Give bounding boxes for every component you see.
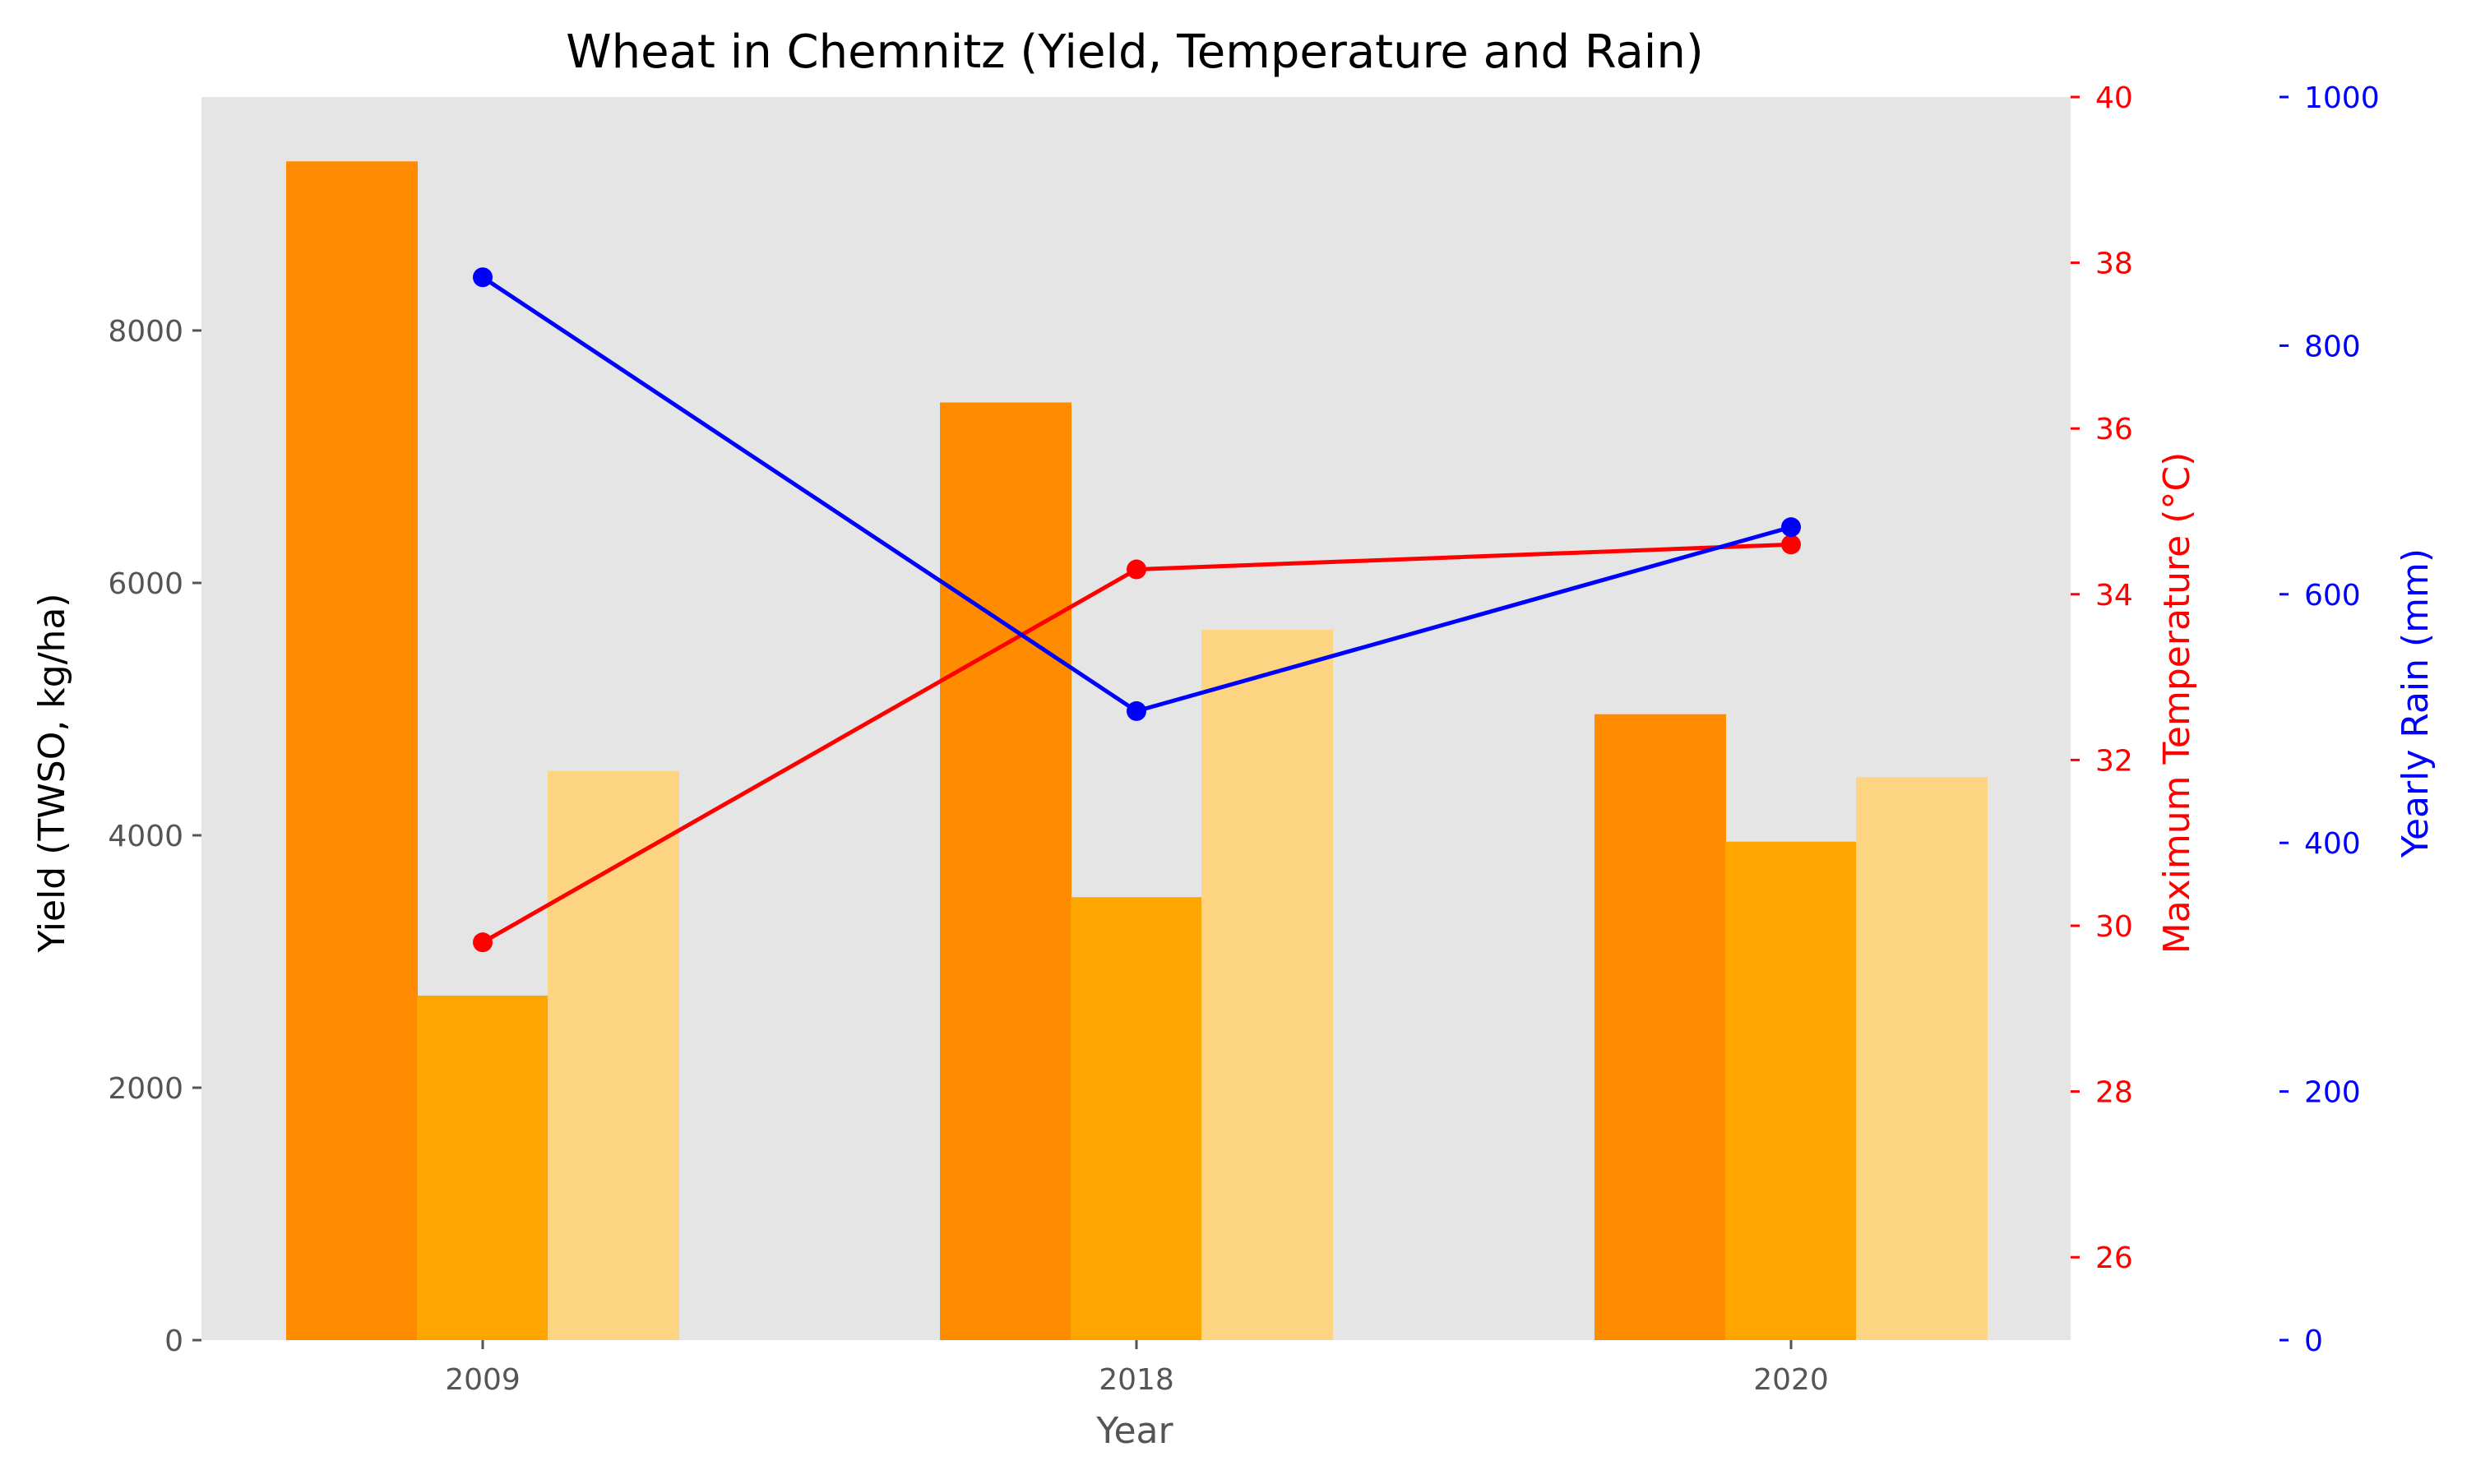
rain-tick-label: 800 — [2304, 330, 2361, 363]
x-tick-label: 2018 — [1099, 1363, 1174, 1397]
bar-2018-s3 — [1201, 629, 1333, 1340]
rain-tick-label: 400 — [2304, 827, 2361, 861]
temperature-tick-label: 34 — [2095, 579, 2133, 613]
bar-2009-s2 — [417, 995, 548, 1340]
temperature-tick-label: 30 — [2095, 910, 2133, 944]
x-tick-label: 2009 — [445, 1363, 521, 1397]
bar-2009-s3 — [548, 770, 679, 1340]
rain-tick-label: 200 — [2304, 1076, 2361, 1110]
temperature-tick-label: 36 — [2095, 413, 2133, 446]
temperature-tick-label: 32 — [2095, 744, 2133, 778]
temperature-tick-label: 38 — [2095, 247, 2133, 281]
bar-2020-s1 — [1595, 714, 1726, 1340]
temperature-point-2020 — [1781, 534, 1801, 555]
rain-tick-label: 1000 — [2304, 81, 2380, 115]
yield-axis-label: Yield (TWSO, kg/ha) — [31, 593, 73, 953]
rain-point-2018 — [1127, 700, 1146, 721]
bar-2020-s3 — [1856, 777, 1988, 1340]
rain-tick-label: 600 — [2304, 579, 2361, 613]
yield-tick-label: 6000 — [108, 567, 183, 601]
temperature-point-2018 — [1127, 559, 1146, 580]
rain-point-2020 — [1781, 517, 1801, 538]
axes-group: 2009 2018 20200200040006000800026283032343… — [108, 81, 2379, 1397]
temperature-tick-label: 26 — [2095, 1241, 2133, 1275]
rain-point-2009 — [473, 267, 493, 288]
yield-tick-label: 4000 — [108, 820, 183, 853]
bar-2018-s2 — [1071, 897, 1202, 1340]
temperature-tick-label: 40 — [2095, 81, 2133, 115]
bar-2020-s2 — [1725, 841, 1857, 1340]
temperature-axis-label: Maximum Temperature (°C) — [2156, 452, 2198, 955]
x-tick-label: 2020 — [1753, 1363, 1829, 1397]
yield-tick-label: 8000 — [108, 315, 183, 349]
lines-group — [473, 267, 1801, 953]
x-axis-label: Year — [1095, 1410, 1173, 1452]
rain-axis-label: Yearly Rain (mm) — [2395, 548, 2437, 858]
yield-tick-label: 0 — [164, 1325, 183, 1358]
bars-group — [286, 161, 1988, 1341]
bar-2009-s1 — [286, 161, 418, 1341]
yield-tick-label: 2000 — [108, 1072, 183, 1106]
rain-tick-label: 0 — [2304, 1325, 2323, 1358]
bar-2018-s1 — [940, 402, 1072, 1341]
chart-title: Wheat in Chemnitz (Yield, Temperature an… — [566, 25, 1703, 79]
temperature-point-2009 — [473, 932, 493, 953]
temperature-tick-label: 28 — [2095, 1076, 2133, 1110]
